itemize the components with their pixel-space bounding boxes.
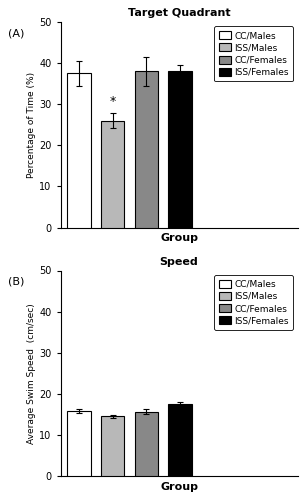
- Bar: [67, 411, 91, 476]
- Bar: [168, 404, 192, 476]
- X-axis label: Group: Group: [160, 233, 198, 243]
- Bar: [67, 74, 91, 228]
- Legend: CC/Males, ISS/Males, CC/Females, ISS/Females: CC/Males, ISS/Males, CC/Females, ISS/Fem…: [214, 26, 293, 82]
- X-axis label: Group: Group: [160, 482, 198, 492]
- Y-axis label: Average Swim Speed  (cm/sec): Average Swim Speed (cm/sec): [27, 303, 36, 444]
- Bar: [101, 120, 125, 228]
- Bar: [135, 412, 158, 476]
- Title: Target Quadrant: Target Quadrant: [128, 8, 230, 18]
- Text: *: *: [110, 95, 116, 108]
- Text: (A): (A): [8, 28, 25, 38]
- Text: (B): (B): [8, 276, 25, 286]
- Title: Speed: Speed: [160, 257, 199, 267]
- Bar: [101, 416, 125, 476]
- Bar: [168, 71, 192, 228]
- Legend: CC/Males, ISS/Males, CC/Females, ISS/Females: CC/Males, ISS/Males, CC/Females, ISS/Fem…: [214, 275, 293, 330]
- Y-axis label: Percentage of Time (%): Percentage of Time (%): [27, 72, 36, 178]
- Bar: [135, 71, 158, 228]
